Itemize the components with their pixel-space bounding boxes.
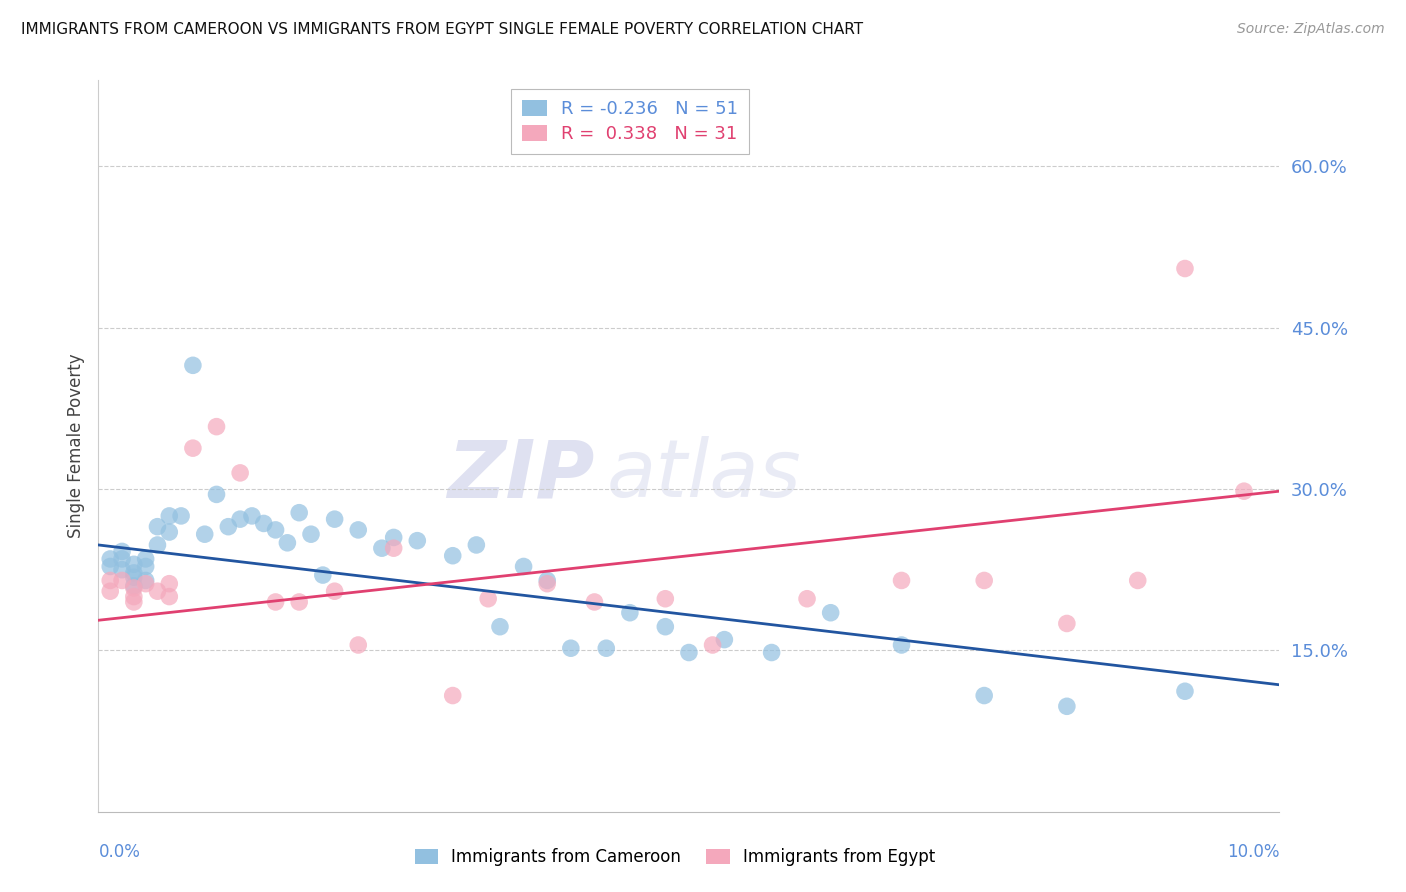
Point [288,595,311,609]
Text: IMMIGRANTS FROM CAMEROON VS IMMIGRANTS FROM EGYPT SINGLE FEMALE POVERTY CORRELAT: IMMIGRANTS FROM CAMEROON VS IMMIGRANTS F… [21,22,863,37]
Point [111,574,134,588]
Point [796,591,818,606]
Point [1174,261,1197,276]
Point [323,584,346,599]
Point [229,512,252,526]
Point [98,559,121,574]
Point [111,544,134,558]
Point [1174,684,1197,698]
Point [441,549,464,563]
Point [111,552,134,566]
Point [157,576,180,591]
Point [654,591,676,606]
Point [619,606,641,620]
Y-axis label: Single Female Poverty: Single Female Poverty [66,354,84,538]
Point [382,530,405,544]
Point [181,359,204,373]
Point [157,590,180,604]
Point [890,574,912,588]
Point [229,466,252,480]
Point [146,538,169,552]
Point [536,574,558,588]
Point [406,533,429,548]
Point [264,523,287,537]
Legend: R = -0.236   N = 51, R =  0.338   N = 31: R = -0.236 N = 51, R = 0.338 N = 31 [510,89,749,153]
Point [276,536,298,550]
Point [217,519,239,533]
Point [560,641,582,656]
Point [135,574,157,588]
Text: ZIP: ZIP [447,436,595,515]
Point [973,574,995,588]
Point [441,689,464,703]
Point [288,506,311,520]
Text: 10.0%: 10.0% [1227,843,1279,861]
Point [713,632,735,647]
Point [111,563,134,577]
Point [157,524,180,539]
Point [299,527,322,541]
Point [146,519,169,533]
Point [98,584,121,599]
Point [170,508,193,523]
Point [194,527,217,541]
Point [122,566,145,580]
Point [122,581,145,595]
Point [347,523,370,537]
Point [761,646,783,660]
Point [465,538,488,552]
Point [122,579,145,593]
Point [890,638,912,652]
Point [1056,616,1078,631]
Point [122,595,145,609]
Point [595,641,617,656]
Point [312,568,335,582]
Point [323,512,346,526]
Point [264,595,287,609]
Text: 0.0%: 0.0% [98,843,141,861]
Point [98,574,121,588]
Point [678,646,700,660]
Point [820,606,842,620]
Point [240,508,263,523]
Text: atlas: atlas [606,436,801,515]
Point [382,541,405,556]
Point [477,591,499,606]
Point [1233,484,1256,499]
Point [205,487,228,501]
Point [122,558,145,572]
Point [135,576,157,591]
Point [146,584,169,599]
Point [1126,574,1149,588]
Point [583,595,606,609]
Text: Source: ZipAtlas.com: Source: ZipAtlas.com [1237,22,1385,37]
Point [122,570,145,584]
Point [122,590,145,604]
Point [654,620,676,634]
Point [253,516,276,531]
Point [347,638,370,652]
Point [1056,699,1078,714]
Point [973,689,995,703]
Point [205,419,228,434]
Point [135,552,157,566]
Point [536,576,558,591]
Point [512,559,534,574]
Point [157,508,180,523]
Point [371,541,394,556]
Point [181,441,204,455]
Point [702,638,724,652]
Point [489,620,512,634]
Point [135,559,157,574]
Legend: Immigrants from Cameroon, Immigrants from Egypt: Immigrants from Cameroon, Immigrants fro… [406,840,943,875]
Point [98,552,121,566]
